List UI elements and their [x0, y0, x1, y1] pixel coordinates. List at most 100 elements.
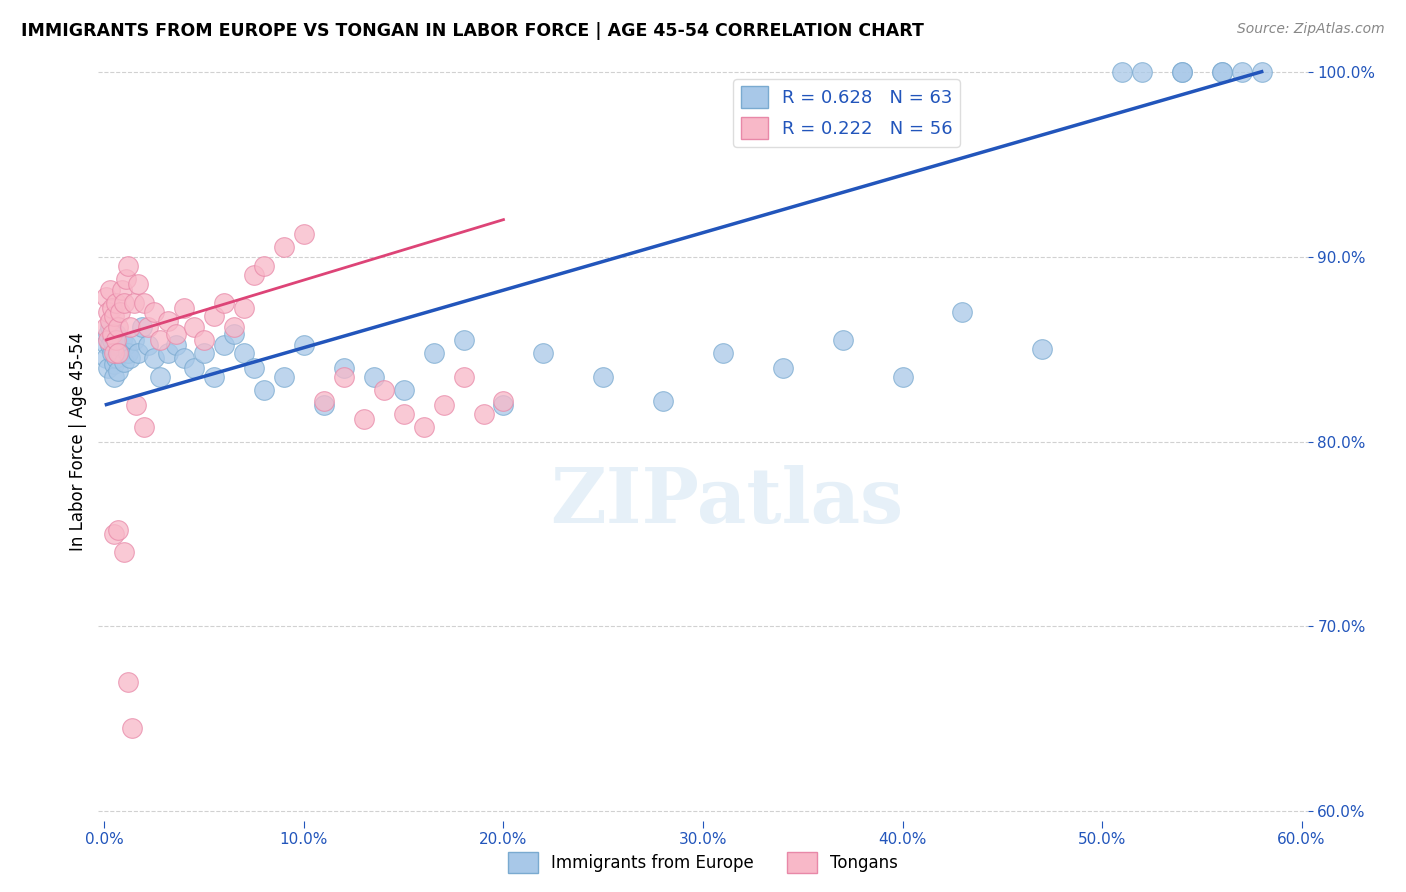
Point [131, 319, 153, 334]
Point [202, 309, 225, 323]
Legend: Immigrants from Europe, Tongans: Immigrants from Europe, Tongans [501, 846, 905, 880]
Point [333, 360, 356, 375]
Point [472, 407, 495, 421]
Point [101, 327, 124, 342]
Point [453, 333, 475, 347]
Point [103, 369, 125, 384]
Point [1250, 64, 1272, 78]
Point [96, 319, 118, 334]
Point [124, 296, 146, 310]
Point [157, 345, 180, 359]
Point [105, 327, 128, 342]
Point [103, 527, 125, 541]
Point [292, 227, 315, 242]
Point [124, 333, 146, 347]
Point [112, 296, 135, 310]
Point [117, 675, 139, 690]
Point [253, 259, 276, 273]
Point [112, 545, 135, 559]
Point [453, 369, 475, 384]
Point [173, 301, 195, 316]
Point [353, 412, 375, 426]
Point [112, 355, 135, 369]
Point [711, 345, 734, 359]
Point [134, 419, 156, 434]
Point [193, 345, 215, 359]
Point [224, 319, 246, 334]
Point [422, 345, 444, 359]
Point [224, 327, 246, 342]
Point [212, 338, 235, 352]
Point [433, 398, 456, 412]
Point [105, 296, 128, 310]
Point [292, 338, 315, 352]
Point [392, 383, 415, 397]
Point [412, 419, 434, 434]
Point [233, 301, 256, 316]
Point [136, 338, 159, 352]
Point [143, 305, 166, 319]
Point [363, 369, 385, 384]
Point [127, 345, 149, 359]
Point [110, 345, 132, 359]
Point [173, 351, 195, 366]
Point [107, 524, 129, 538]
Point [97, 360, 120, 375]
Point [1111, 64, 1133, 78]
Point [165, 338, 187, 352]
Point [97, 327, 120, 342]
Point [950, 305, 973, 319]
Point [117, 259, 139, 273]
Point [157, 314, 180, 328]
Point [233, 345, 256, 359]
Point [1211, 64, 1233, 78]
Text: Source: ZipAtlas.com: Source: ZipAtlas.com [1237, 22, 1385, 37]
Point [96, 351, 118, 366]
Point [125, 398, 148, 412]
Point [149, 333, 172, 347]
Point [100, 338, 122, 352]
Text: IMMIGRANTS FROM EUROPE VS TONGAN IN LABOR FORCE | AGE 45-54 CORRELATION CHART: IMMIGRANTS FROM EUROPE VS TONGAN IN LABO… [21, 22, 924, 40]
Point [149, 369, 172, 384]
Point [107, 338, 129, 352]
Point [772, 360, 794, 375]
Point [110, 305, 132, 319]
Point [193, 333, 215, 347]
Point [165, 327, 187, 342]
Point [1171, 64, 1194, 78]
Point [891, 369, 914, 384]
Point [97, 333, 120, 347]
Point [100, 283, 122, 297]
Point [531, 345, 554, 359]
Point [117, 345, 139, 359]
Legend: R = 0.628   N = 63, R = 0.222   N = 56: R = 0.628 N = 63, R = 0.222 N = 56 [734, 79, 960, 146]
Point [120, 319, 142, 334]
Point [115, 272, 138, 286]
Point [652, 393, 675, 408]
Point [392, 407, 415, 421]
Point [105, 333, 128, 347]
Text: ZIPatlas: ZIPatlas [551, 466, 904, 539]
Point [107, 364, 129, 378]
Point [831, 333, 853, 347]
Point [1130, 64, 1153, 78]
Point [333, 369, 356, 384]
Point [243, 268, 266, 282]
Point [183, 360, 205, 375]
Point [253, 383, 276, 397]
Point [100, 319, 122, 334]
Point [101, 301, 124, 316]
Point [111, 333, 134, 347]
Point [103, 357, 125, 371]
Point [373, 383, 395, 397]
Point [183, 319, 205, 334]
Point [312, 393, 335, 408]
Point [105, 351, 128, 366]
Point [492, 398, 515, 412]
Point [273, 240, 295, 254]
Point [115, 338, 138, 352]
Point [243, 360, 266, 375]
Point [492, 393, 515, 408]
Point [212, 296, 235, 310]
Point [136, 319, 159, 334]
